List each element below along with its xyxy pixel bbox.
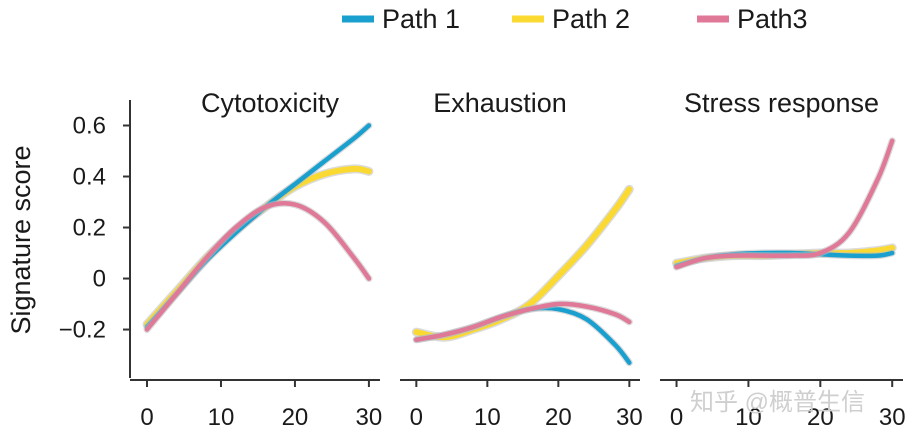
panel-title-exhaustion: Exhaustion [433,88,567,118]
x-tick-label: 30 [616,404,643,431]
series-band-path2 [411,184,634,342]
x-tick-label: 10 [474,404,501,431]
legend-label-path1: Path 1 [382,4,460,34]
series-line-path3 [144,200,372,332]
y-axis-title: Signature score [6,145,36,334]
panel-cytotoxicity: Cytotoxicity 0 10 20 30 [130,88,382,431]
legend-item-path3: Path3 [697,4,808,34]
x-tick-label: 30 [356,404,383,431]
series-band-path3 [143,199,373,333]
x-tick-label: 10 [735,404,762,431]
y-tick-label: 0.2 [73,215,106,242]
panel-stress-response: Stress response 0 10 20 30 [660,88,906,431]
y-axis: 0.6 0.4 0.2 0 −0.2 [59,100,131,378]
x-tick-label: 10 [208,404,235,431]
y-tick-label: 0 [93,266,106,293]
x-tick-label: 0 [410,404,423,431]
x-tick-label: 20 [807,404,834,431]
legend-item-path2: Path 2 [512,4,630,34]
panel-title-stress-response: Stress response [684,88,879,118]
legend-label-path3: Path3 [737,4,808,34]
series-band-path2 [142,164,374,329]
series-line-path2 [144,165,372,328]
x-tick-label: 20 [545,404,572,431]
x-tick-label: 0 [670,404,683,431]
x-tick-label: 30 [879,404,906,431]
legend: Path 1 Path 2 Path3 [342,4,808,34]
panel-title-cytotoxicity: Cytotoxicity [201,88,340,118]
panel-exhaustion: Exhaustion 0 10 20 30 [400,88,643,431]
y-tick-label: −0.2 [59,317,106,344]
series-line-path3 [414,301,632,342]
series-line-path3 [674,138,895,270]
series-line-path2 [413,186,633,341]
legend-item-path1: Path 1 [342,4,460,34]
legend-label-path2: Path 2 [552,4,630,34]
y-tick-label: 0.6 [73,113,106,140]
series-band-path1 [143,122,373,331]
x-tick-label: 20 [282,404,309,431]
x-tick-label: 0 [140,404,153,431]
watermark: 知乎 @概普生信 [690,389,865,416]
y-tick-label: 0.4 [73,164,106,191]
